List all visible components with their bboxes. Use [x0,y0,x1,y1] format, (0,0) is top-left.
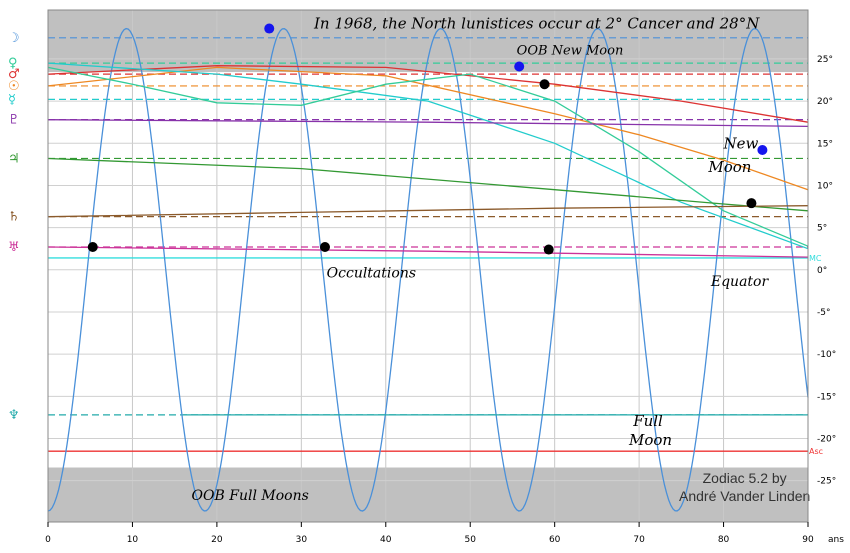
data-marker [87,242,98,253]
data-marker [746,198,757,209]
reference-glyph: ♄ [8,210,20,225]
reference-glyph: ♇ [8,113,20,128]
special-line-label: MC [809,254,822,263]
y-tick-label: -15° [817,392,836,402]
reference-lines: ☽ ♀♂☉☿ ♇ ♃ ♄ ♅ ♆ MC Asc [8,31,823,456]
annotation: OOB Full Moons [192,488,309,504]
series-line [47,205,809,218]
data-marker [264,23,275,34]
credit-line-2: André Vander Linden [679,488,810,504]
y-tick-label: 25° [817,55,833,65]
y-tick-label: -5° [817,308,830,318]
annotations: In 1968, the North lunistices occur at 2… [192,15,811,505]
special-line-label: Asc [809,447,823,456]
credit-line-1: Zodiac 5.2 by [703,470,787,486]
x-tick-label: 40 [380,535,392,545]
annotation: Full [632,412,663,430]
oob-band-south [48,467,808,522]
annotation: OOB New Moon [517,44,624,59]
series-line [47,246,809,258]
x-unit-label: ans [828,535,844,545]
series-line [47,62,809,250]
annotation: Occultations [327,265,416,281]
annotation: Equator [710,274,770,290]
data-marker [543,244,554,255]
data-marker [539,79,550,90]
x-tick-label: 0 [45,535,51,545]
x-tick-label: 90 [802,535,814,545]
y-tick-label: 10° [817,181,833,191]
series-line [47,66,809,191]
y-tick-label: -10° [817,350,836,360]
x-tick-label: 10 [127,535,139,545]
data-marker [514,61,525,72]
y-tick-label: -20° [817,434,836,444]
x-tick-label: 60 [549,535,561,545]
oob-bands [48,10,808,522]
annotation: Moon [707,158,751,176]
reference-glyph: ☽ [8,31,20,46]
chart-title: In 1968, the North lunistices occur at 2… [313,15,760,33]
series-line [47,157,809,212]
series-line [47,27,809,512]
annotation: New [723,134,759,152]
series-line [47,119,809,128]
reference-glyph: ♂ [8,67,20,82]
x-tick-label: 70 [633,535,645,545]
reference-glyph: ♃ [8,151,20,166]
data-marker [319,242,330,253]
x-tick-label: 30 [296,535,308,545]
x-tick-label: 20 [211,535,223,545]
reference-glyph: ☉ [8,79,20,94]
y-tick-label: 20° [817,97,833,107]
axes: 0 10 20 30 40 50 60 70 80 90 ans 25° 20° 15° 10° 5° 0° -5… [45,9,844,545]
plot-frame [47,9,809,523]
markers [87,23,768,255]
grid [47,10,809,522]
y-tick-label: 5° [817,224,827,234]
reference-glyph: ☿ [8,92,16,107]
reference-glyph: ♅ [8,240,20,255]
x-tick-label: 80 [718,535,730,545]
annotation: Moon [628,431,672,449]
x-tick-label: 50 [464,535,476,545]
reference-glyph: ♀ [8,56,18,71]
y-tick-label: 15° [817,139,833,149]
data-marker [757,145,768,156]
series-line [47,65,809,123]
reference-glyph: ♆ [8,408,20,423]
series-line [47,66,809,247]
y-tick-label: -25° [817,477,836,487]
y-tick-label: 0° [817,266,827,276]
